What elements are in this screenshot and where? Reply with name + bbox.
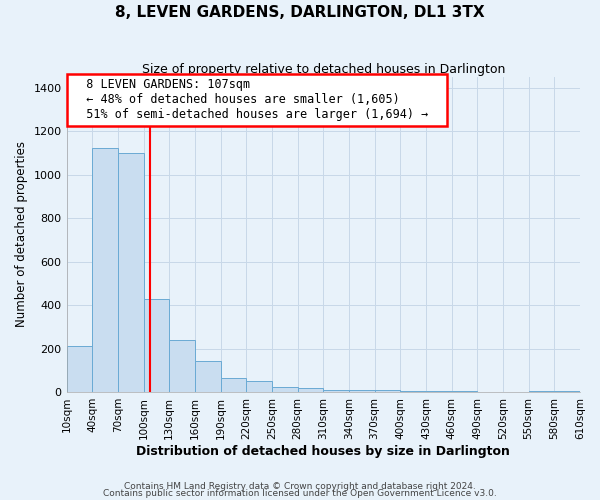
Y-axis label: Number of detached properties: Number of detached properties — [15, 142, 28, 328]
Text: 8 LEVEN GARDENS: 107sqm
  ← 48% of detached houses are smaller (1,605)
  51% of : 8 LEVEN GARDENS: 107sqm ← 48% of detache… — [71, 78, 442, 121]
Bar — [426, 391, 452, 392]
Bar — [374, 390, 400, 392]
Bar — [67, 346, 92, 392]
Bar — [272, 386, 298, 392]
Bar — [195, 360, 221, 392]
Text: Contains public sector information licensed under the Open Government Licence v3: Contains public sector information licen… — [103, 490, 497, 498]
Text: Contains HM Land Registry data © Crown copyright and database right 2024.: Contains HM Land Registry data © Crown c… — [124, 482, 476, 491]
X-axis label: Distribution of detached houses by size in Darlington: Distribution of detached houses by size … — [136, 444, 510, 458]
Bar — [221, 378, 246, 392]
Bar — [169, 340, 195, 392]
Bar — [400, 391, 426, 392]
Bar — [118, 153, 143, 392]
Bar — [529, 391, 554, 392]
Text: 8, LEVEN GARDENS, DARLINGTON, DL1 3TX: 8, LEVEN GARDENS, DARLINGTON, DL1 3TX — [115, 5, 485, 20]
Bar — [92, 148, 118, 392]
Bar — [298, 388, 323, 392]
Bar — [323, 390, 349, 392]
Title: Size of property relative to detached houses in Darlington: Size of property relative to detached ho… — [142, 62, 505, 76]
Bar — [349, 390, 374, 392]
Bar — [246, 381, 272, 392]
Bar — [143, 298, 169, 392]
